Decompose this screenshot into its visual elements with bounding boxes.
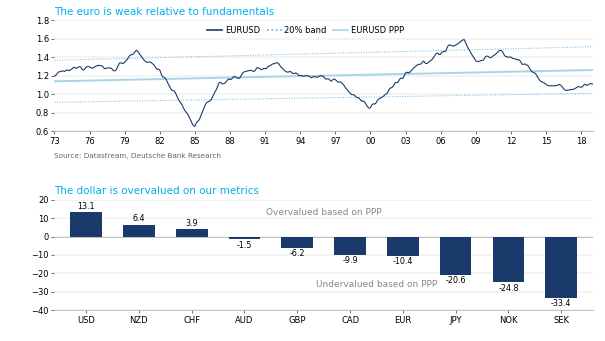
Bar: [281, 237, 313, 248]
EURUSD: [295, 73, 302, 77]
Text: Undervalued based on PPP: Undervalued based on PPP: [316, 280, 437, 289]
EURUSD PPP: [456, 71, 463, 75]
EURUSD: [189, 123, 197, 127]
EURUSD: [460, 38, 467, 42]
20% band: [146, 56, 153, 60]
EURUSD: [589, 82, 597, 86]
Bar: [176, 229, 208, 237]
Text: -20.6: -20.6: [445, 276, 466, 285]
Legend: EURUSD, 20% band, EURUSD PPP: EURUSD, 20% band, EURUSD PPP: [204, 23, 407, 38]
20% band: [368, 50, 375, 54]
Bar: [440, 237, 471, 275]
20% band: [295, 52, 302, 56]
20% band: [51, 58, 58, 62]
EURUSD PPP: [51, 79, 58, 83]
EURUSD PPP: [189, 76, 197, 80]
Line: 20% band: 20% band: [54, 47, 593, 60]
Bar: [387, 237, 419, 256]
EURUSD PPP: [368, 73, 375, 77]
Line: EURUSD PPP: EURUSD PPP: [54, 70, 593, 81]
Bar: [229, 237, 260, 239]
Text: 3.9: 3.9: [185, 219, 198, 228]
Text: -24.8: -24.8: [498, 284, 518, 293]
EURUSD PPP: [589, 68, 597, 72]
EURUSD PPP: [410, 72, 417, 76]
Line: EURUSD: EURUSD: [54, 40, 593, 127]
20% band: [589, 45, 597, 49]
EURUSD: [369, 102, 376, 106]
EURUSD: [146, 60, 153, 64]
Text: -33.4: -33.4: [551, 299, 571, 308]
Text: Overvalued based on PPP: Overvalued based on PPP: [266, 208, 382, 217]
Text: -9.9: -9.9: [342, 256, 358, 265]
Text: -10.4: -10.4: [393, 257, 413, 266]
EURUSD: [411, 65, 419, 69]
Text: 13.1: 13.1: [77, 202, 95, 211]
Text: -6.2: -6.2: [290, 249, 305, 258]
Text: The dollar is overvalued on our metrics: The dollar is overvalued on our metrics: [54, 186, 260, 196]
Bar: [492, 237, 525, 282]
EURUSD PPP: [295, 74, 302, 78]
EURUSD: [51, 74, 58, 78]
20% band: [189, 55, 197, 59]
EURUSD PPP: [146, 77, 153, 81]
20% band: [456, 48, 463, 52]
EURUSD: [191, 124, 198, 129]
Bar: [123, 225, 155, 237]
Bar: [334, 237, 366, 255]
Text: The euro is weak relative to fundamentals: The euro is weak relative to fundamental…: [54, 7, 275, 17]
Text: -1.5: -1.5: [237, 241, 252, 250]
EURUSD: [457, 39, 465, 43]
Text: 6.4: 6.4: [132, 214, 145, 223]
Bar: [70, 212, 102, 237]
Bar: [545, 237, 577, 298]
20% band: [410, 49, 417, 53]
Text: Source: Datastream, Deutsche Bank Research: Source: Datastream, Deutsche Bank Resear…: [54, 153, 221, 159]
